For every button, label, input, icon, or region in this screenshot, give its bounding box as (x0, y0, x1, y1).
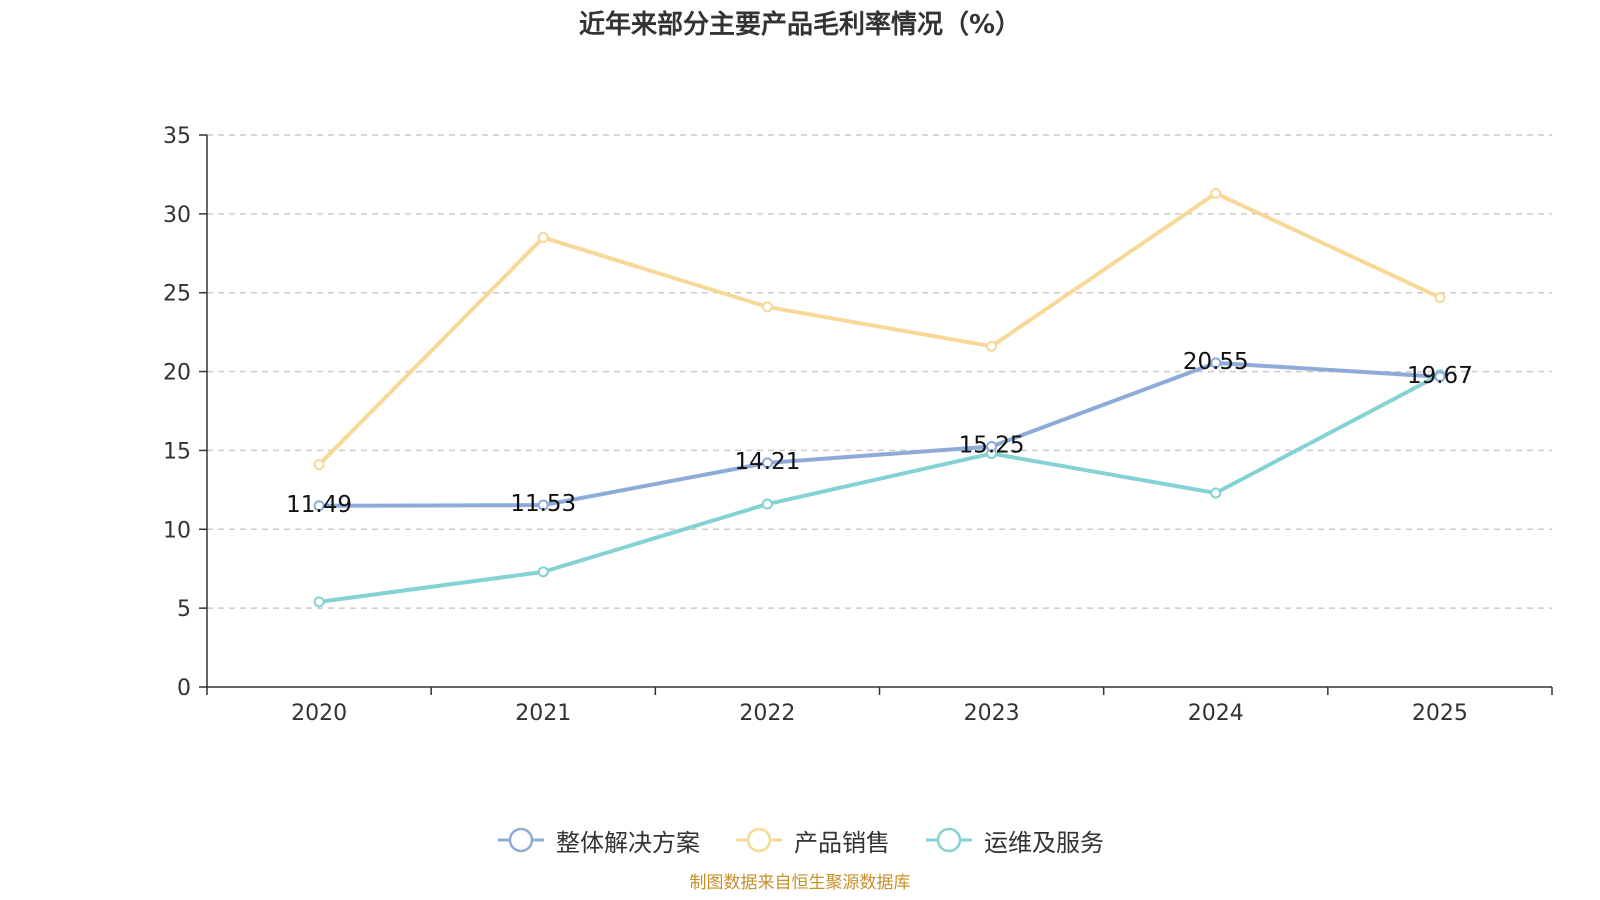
legend-label: 运维及服务 (984, 828, 1104, 857)
data-label: 15.25 (959, 432, 1025, 458)
data-point (1210, 187, 1222, 199)
y-tick-label: 30 (163, 203, 191, 228)
data-label: 19.67 (1407, 363, 1473, 389)
series-lines (313, 187, 1446, 608)
x-tick-label: 2025 (1412, 701, 1468, 726)
chart-title: 近年来部分主要产品毛利率情况（%） (578, 10, 1022, 40)
data-point (313, 596, 325, 608)
data-point (1434, 371, 1446, 383)
grid-lines (207, 134, 1552, 609)
legend: 整体解决方案 产品销售 运维及服务 (0, 820, 1600, 860)
y-tick-label: 10 (163, 518, 191, 543)
legend-swatch-icon (498, 827, 544, 853)
x-tick-label: 2020 (291, 701, 347, 726)
y-tick-label: 35 (163, 124, 191, 149)
legend-swatch-marker (746, 827, 772, 853)
legend-item[interactable]: 运维及服务 (924, 823, 1104, 858)
legend-item[interactable]: 产品销售 (734, 823, 890, 858)
data-label: 20.55 (1183, 349, 1249, 375)
y-tick-label: 15 (163, 439, 191, 464)
series-line (317, 360, 1442, 508)
legend-swatch-icon (736, 827, 782, 853)
y-tick-label: 0 (177, 676, 191, 701)
data-point (761, 301, 773, 313)
data-point (313, 459, 325, 471)
y-tick-label: 20 (163, 361, 191, 386)
data-label: 11.49 (286, 492, 352, 518)
legend-swatch-marker (508, 827, 534, 853)
data-label: 11.53 (510, 491, 576, 517)
y-tick-label: 25 (163, 282, 191, 307)
data-point (1210, 487, 1222, 499)
data-point (1210, 357, 1222, 369)
data-point (537, 232, 549, 244)
x-tick-label: 2023 (964, 701, 1020, 726)
series-line (317, 191, 1442, 467)
data-point (313, 500, 325, 512)
data-point (537, 499, 549, 511)
y-tick-label: 5 (177, 597, 191, 622)
legend-label: 产品销售 (794, 828, 890, 857)
legend-label: 整体解决方案 (556, 828, 700, 857)
data-point (986, 340, 998, 352)
legend-swatch-marker (936, 827, 962, 853)
data-point (761, 498, 773, 510)
data-point (986, 440, 998, 452)
source-note: 制图数据来自恒生聚源数据库 (689, 873, 911, 893)
series-line (317, 372, 1442, 604)
x-tick-label: 2021 (515, 701, 571, 726)
legend-swatch-icon (926, 827, 972, 853)
x-tick-label: 2024 (1188, 701, 1244, 726)
data-label: 14.21 (734, 449, 800, 475)
data-labels: 11.49 11.53 14.21 15.25 20.55 19.67 (286, 349, 1473, 518)
legend-item[interactable]: 整体解决方案 (496, 823, 700, 858)
data-point (1434, 291, 1446, 303)
x-tick-label: 2022 (739, 701, 795, 726)
data-point (761, 457, 773, 469)
data-point (537, 566, 549, 578)
